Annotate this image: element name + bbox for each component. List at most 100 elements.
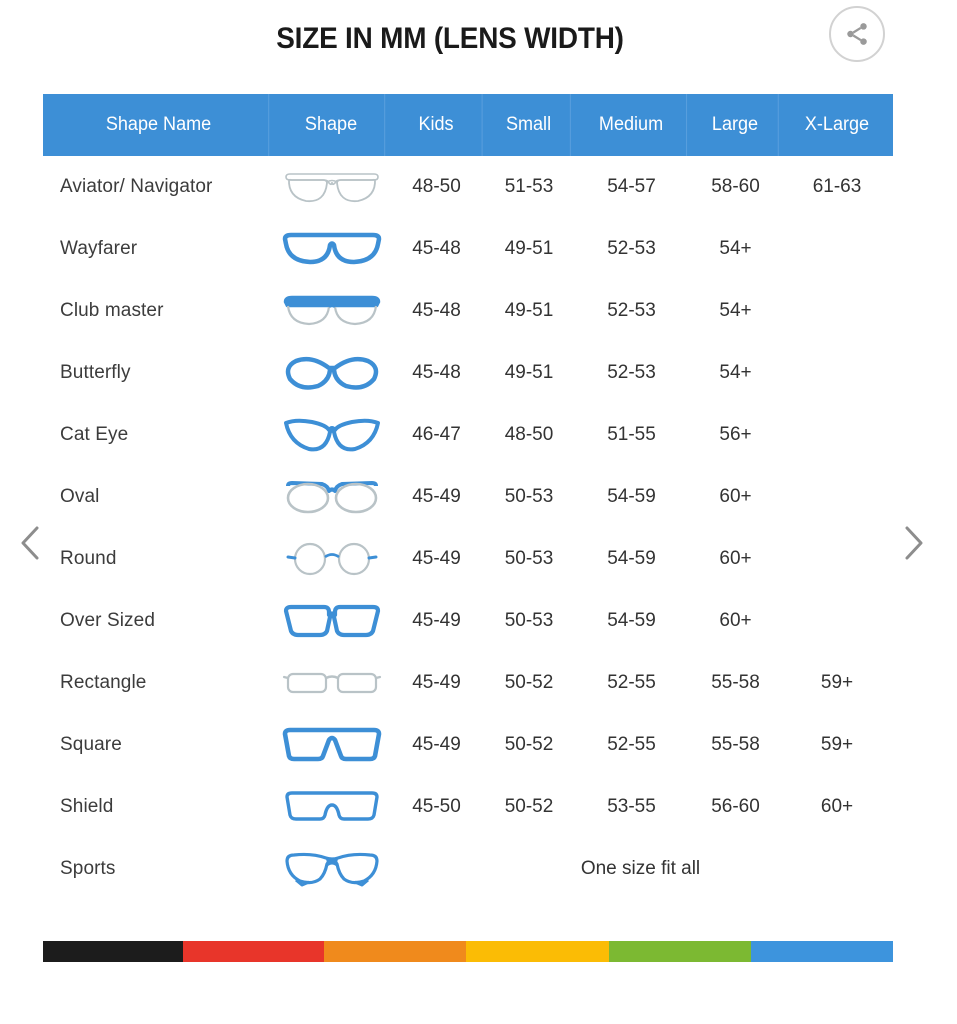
size-cell-medium: 54-59 [607, 486, 656, 507]
table-row: Club master 45-48 49-51 52-53 54+ [43, 280, 893, 342]
size-cell-small: 49-51 [504, 362, 554, 383]
shape-name-cell: Square [60, 734, 122, 755]
shape-icon-cell [275, 528, 388, 590]
table-row: Butterfly 45-48 49-51 52-53 54+ [43, 342, 893, 404]
chevron-left-icon [21, 526, 39, 560]
column-header-xlarge: X-Large [804, 114, 870, 135]
size-cell-kids: 45-49 [412, 486, 461, 507]
square-glasses-icon [282, 725, 382, 765]
size-cell-kids: 45-48 [412, 300, 461, 321]
size-chart-table: Shape Name Shape Kids Small Medium Large… [43, 94, 893, 900]
size-cell-large: 60+ [719, 610, 752, 631]
size-cell-large: 55-58 [711, 734, 760, 755]
shape-icon-cell [275, 156, 388, 218]
table-row: Oval 45-49 50-53 54-59 60+ [43, 466, 893, 528]
size-chart-card: SIZE IN MM (LENS WIDTH) Shape Name Shape… [43, 6, 893, 962]
size-cell-small: 51-53 [504, 176, 554, 197]
size-cell-kids: 45-49 [412, 734, 461, 755]
color-segment-black [43, 941, 184, 962]
one-size-cell: One size fit all [580, 858, 701, 879]
table-header-row: Shape Name Shape Kids Small Medium Large… [43, 94, 893, 156]
share-button[interactable] [829, 6, 885, 62]
color-segment-orange [323, 941, 467, 962]
size-cell-xlarge [781, 342, 893, 404]
size-cell-large: 60+ [719, 548, 752, 569]
table-row: Sports One size fit all [43, 838, 893, 900]
size-cell-small: 50-53 [504, 548, 554, 569]
shape-icon-cell [275, 714, 388, 776]
table-row: Cat Eye 46-47 48-50 51-55 56+ [43, 404, 893, 466]
size-cell-large: 54+ [719, 362, 752, 383]
size-cell-kids: 45-48 [412, 238, 461, 259]
table-row: Round 45-49 50-53 54-59 60+ [43, 528, 893, 590]
size-cell-xlarge: 61-63 [812, 176, 862, 197]
size-cell-kids: 45-49 [412, 548, 461, 569]
shape-icon-cell [275, 466, 388, 528]
shape-icon-cell [275, 218, 388, 280]
color-segment-red [183, 941, 324, 962]
color-segment-yellow [466, 941, 610, 962]
size-cell-small: 50-53 [504, 486, 554, 507]
size-cell-small: 49-51 [504, 238, 554, 259]
size-cell-large: 54+ [719, 300, 752, 321]
shape-icon-cell [275, 838, 388, 900]
clubmaster-glasses-icon [282, 291, 382, 331]
table-row: Over Sized 45-49 50-53 54-59 60+ [43, 590, 893, 652]
sports-glasses-icon [282, 849, 382, 889]
oversized-glasses-icon [282, 601, 382, 641]
table-row: Rectangle 45-49 50-52 52-55 55-58 59+ [43, 652, 893, 714]
shape-name-cell: Butterfly [60, 362, 131, 383]
share-icon [847, 23, 867, 45]
size-cell-small: 50-52 [504, 796, 554, 817]
round-glasses-icon [282, 539, 382, 579]
color-segment-blue [751, 941, 893, 962]
size-cell-medium: 52-55 [607, 672, 656, 693]
size-cell-kids: 46-47 [412, 424, 461, 445]
size-cell-medium: 52-53 [607, 238, 656, 259]
size-cell-kids: 45-49 [412, 672, 461, 693]
cateye-glasses-icon [282, 415, 382, 455]
size-cell-medium: 53-55 [607, 796, 656, 817]
size-cell-small: 49-51 [504, 300, 554, 321]
size-cell-kids: 45-50 [412, 796, 461, 817]
shape-icon-cell [275, 776, 388, 838]
page-title: SIZE IN MM (LENS WIDTH) [276, 22, 624, 55]
table-row: Aviator/ Navigator 48-50 51-53 54-57 58-60 61… [43, 156, 893, 218]
size-cell-large: 60+ [719, 486, 752, 507]
size-cell-medium: 52-53 [607, 300, 656, 321]
size-cell-xlarge [781, 590, 893, 652]
table-row: Shield 45-50 50-52 53-55 56-60 60+ [43, 776, 893, 838]
size-cell-xlarge: 59+ [820, 734, 854, 755]
nav-prev-button[interactable] [8, 520, 54, 566]
shape-name-cell: Shield [60, 796, 114, 817]
nav-next-button[interactable] [890, 520, 936, 566]
size-cell-xlarge [781, 466, 893, 528]
table-row: Wayfarer 45-48 49-51 52-53 54+ [43, 218, 893, 280]
size-cell-large: 56+ [719, 424, 752, 445]
column-header-large: Large [692, 94, 779, 156]
size-cell-medium: 54-59 [607, 548, 656, 569]
size-cell-medium: 54-57 [607, 176, 656, 197]
size-cell-xlarge [781, 280, 893, 342]
size-cell-xlarge [781, 404, 893, 466]
aviator-glasses-icon [282, 167, 382, 207]
shape-icon-cell [275, 590, 388, 652]
chevron-right-icon [905, 526, 923, 560]
color-segment-green [609, 941, 752, 962]
column-header-small: Small [487, 94, 571, 156]
size-cell-large: 54+ [719, 238, 752, 259]
rectangle-glasses-icon [282, 663, 382, 703]
shape-name-cell: Rectangle [60, 672, 147, 693]
shape-name-cell: Wayfarer [60, 238, 138, 259]
size-cell-medium: 52-55 [607, 734, 656, 755]
size-cell-small: 50-52 [504, 672, 554, 693]
column-header-kids: Kids [390, 94, 483, 156]
shape-name-cell: Over Sized [60, 610, 155, 631]
size-cell-small: 50-52 [504, 734, 554, 755]
size-cell-medium: 51-55 [607, 424, 656, 445]
column-header-medium: Medium [576, 94, 688, 156]
column-header-shape-name: Shape Name [49, 94, 270, 156]
shape-name-cell: Club master [60, 300, 164, 321]
size-cell-small: 50-53 [504, 610, 554, 631]
